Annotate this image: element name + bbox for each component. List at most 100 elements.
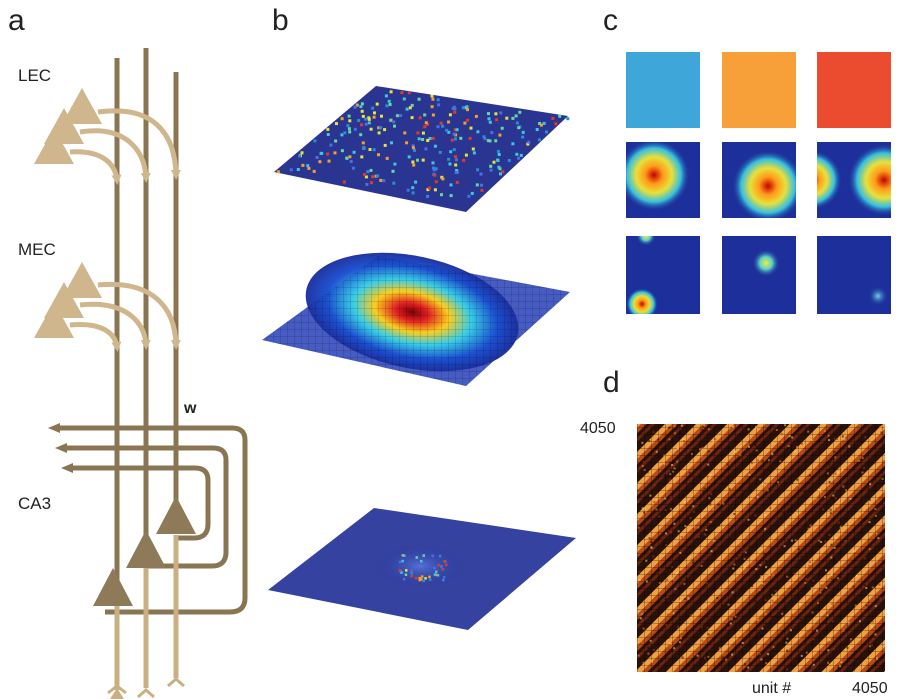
matrix-cell [675,659,678,661]
speckle [434,167,438,171]
speckle [487,112,490,116]
matrix-cell [668,479,671,482]
speckle [343,131,347,135]
matrix-cell [683,440,685,443]
matrix-cell [803,490,806,493]
matrix-cell [666,613,669,616]
matrix-cell [649,639,652,642]
speckle [289,168,293,172]
speckle [422,579,425,583]
matrix-cell [849,497,852,500]
matrix-cell [812,579,815,582]
matrix-cell [744,534,747,537]
matrix-cell [786,575,789,578]
speckle [480,183,483,187]
matrix-cell [652,431,655,434]
matrix-cell [808,472,811,475]
ca3-output-layer [268,508,576,630]
matrix-cell [756,495,759,498]
speckle [455,169,459,172]
matrix-cell [669,473,672,476]
speckle [402,578,406,581]
matrix-cell [649,494,652,497]
matrix-cell [653,501,656,504]
speckle [441,124,445,128]
speckle [348,155,352,159]
speckle [411,160,415,164]
field-map [626,236,700,314]
matrix-cell [693,510,695,513]
matrix-cell [709,474,712,477]
speckle [385,104,389,108]
speckle [387,99,391,103]
matrix-cell [796,446,798,448]
matrix-cell [794,450,797,453]
matrix-cell [682,494,685,497]
matrix-cell [850,558,853,561]
lec-neurons [34,88,102,164]
matrix-cell [718,524,721,527]
matrix-cell [673,469,676,471]
matrix-cell [748,570,751,573]
ca3-neuron [126,530,166,568]
speckle [400,91,404,95]
matrix-cell [771,453,774,456]
matrix-cell [833,468,836,471]
speckle [462,158,466,162]
mec-neuron [62,262,102,298]
speckle [398,560,402,564]
speckle [440,565,443,568]
matrix-cell [768,573,771,576]
matrix-cell [819,466,822,469]
matrix-cell [779,517,782,520]
matrix-cell [799,546,802,549]
matrix-cell [748,445,750,448]
matrix-cell [828,481,831,483]
speckle [411,146,415,150]
speckle [511,116,515,120]
matrix-cell [810,533,812,536]
matrix-cell [839,569,842,572]
matrix-cell [716,596,719,599]
matrix-cell [710,567,713,570]
matrix-cell [751,462,753,465]
speckle [347,114,351,118]
matrix-cell [832,494,835,497]
matrix-cell [841,468,844,471]
matrix-cell [665,567,668,570]
matrix-cell [658,581,661,584]
matrix-cell [706,637,708,640]
matrix-cell [813,528,816,531]
speckle [566,117,570,121]
matrix-cell [761,582,764,585]
speckle [468,136,472,140]
matrix-cell [799,659,801,662]
matrix-cell [763,513,766,516]
speckle [438,554,442,558]
speckle [346,124,350,128]
speckle [427,186,431,190]
speckle [347,127,351,131]
region-label-mec: MEC [18,240,56,259]
speckle [364,175,368,179]
matrix-cell [740,546,743,549]
matrix-cell [800,654,803,657]
matrix-cell [759,478,762,481]
matrix-cell [764,613,767,616]
matrix-cell [663,595,666,597]
matrix-cell [729,622,732,625]
speckle [428,575,431,579]
speckle [436,98,440,102]
matrix-cell [680,536,683,538]
matrix-cell [747,666,750,669]
matrix-cell [673,467,676,470]
speckle [368,148,372,151]
matrix-cell [697,526,700,529]
speckle [453,128,457,132]
speckle [517,126,521,130]
speckle [431,97,435,101]
matrix-cell [706,626,709,629]
speckle [488,120,492,124]
matrix-cell [875,560,878,563]
matrix-cell [860,650,863,652]
